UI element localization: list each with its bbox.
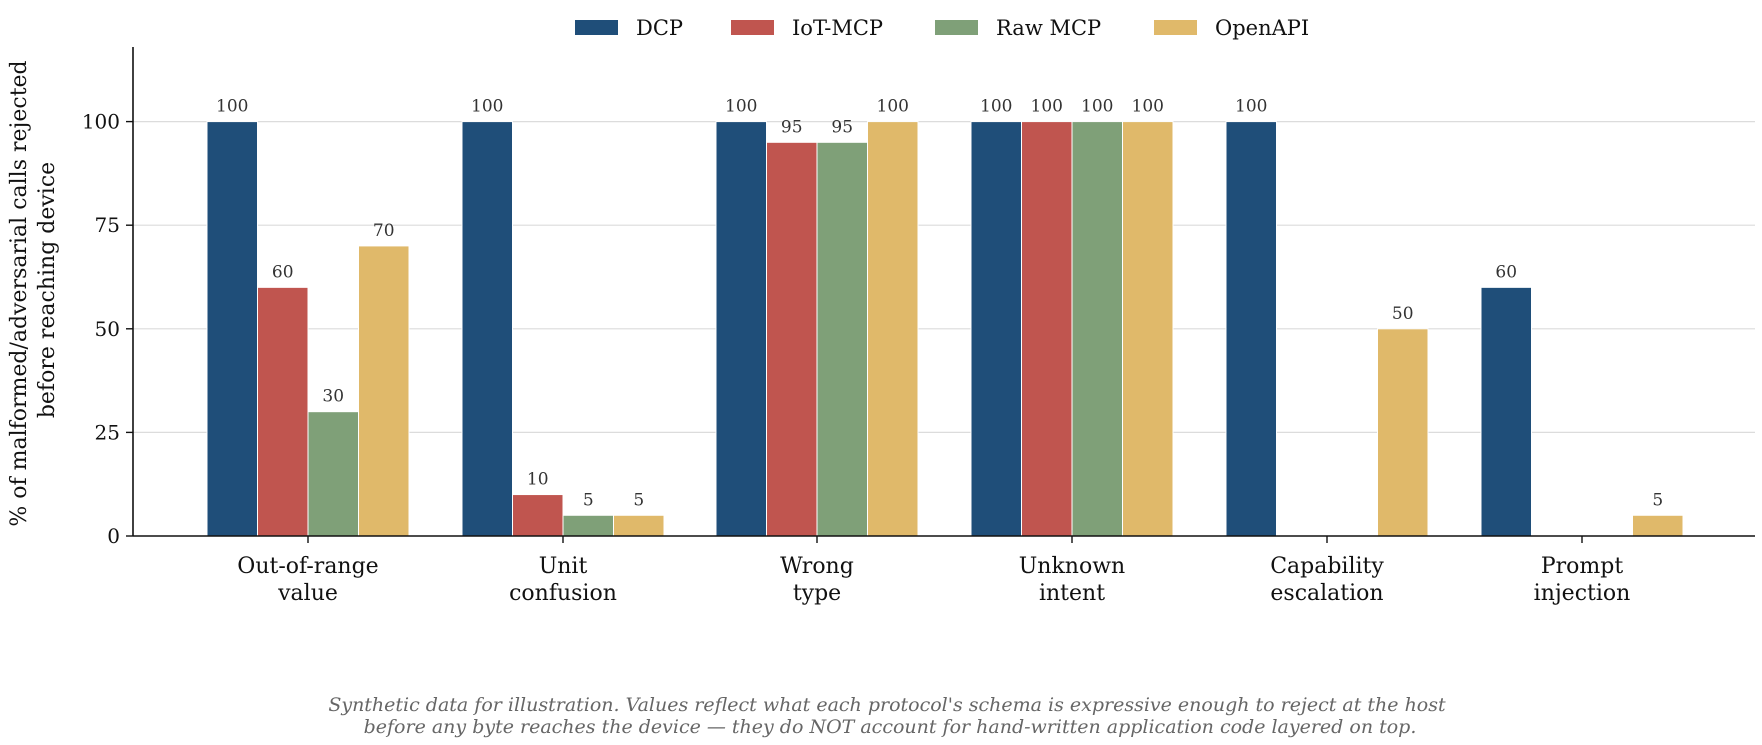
data-label: 100 xyxy=(1031,97,1063,117)
legend-label: DCP xyxy=(636,16,683,40)
footnote: Synthetic data for illustration. Values … xyxy=(328,694,1451,738)
y-ticks: 0 25 50 75 100 xyxy=(82,110,133,548)
data-labels: 100 100 100 100 100 60 60 10 95 100 30 5 95 100 70 5 100… xyxy=(216,97,1663,511)
bar xyxy=(613,514,665,537)
legend-label: OpenAPI xyxy=(1215,16,1309,40)
data-label: 100 xyxy=(1235,97,1267,117)
data-label: 5 xyxy=(1652,490,1663,510)
data-label: 100 xyxy=(216,97,248,117)
data-label: 95 xyxy=(781,117,803,137)
data-label: 30 xyxy=(322,387,344,407)
y-tick-label: 75 xyxy=(95,213,120,237)
data-label: 60 xyxy=(1495,262,1517,282)
axes xyxy=(132,47,1755,537)
bar xyxy=(1480,286,1532,537)
y-tick-label: 0 xyxy=(107,524,120,548)
bar xyxy=(461,121,513,537)
x-tick-label: Unit confusion xyxy=(509,554,617,606)
bar xyxy=(1021,121,1073,537)
bar xyxy=(1122,121,1174,537)
data-label: 50 xyxy=(1392,304,1414,324)
x-tick-label: Unknown intent xyxy=(1019,554,1125,606)
bar xyxy=(358,245,410,537)
legend-item: Raw MCP xyxy=(935,16,1101,40)
data-label: 95 xyxy=(831,117,853,137)
data-label: 100 xyxy=(877,97,909,117)
bar xyxy=(766,141,818,537)
bar xyxy=(257,286,309,537)
y-tick-label: 50 xyxy=(95,317,120,341)
bars xyxy=(206,121,1684,537)
data-label: 100 xyxy=(1081,97,1113,117)
bar xyxy=(1632,514,1684,537)
y-tick-label: 25 xyxy=(95,420,120,444)
legend-swatch xyxy=(731,20,774,35)
data-label: 5 xyxy=(583,490,594,510)
bar xyxy=(1071,121,1123,537)
legend-swatch xyxy=(935,20,978,35)
x-ticks: Out-of-range value Unit confusion Wrong type U… xyxy=(237,536,1630,606)
data-label: 100 xyxy=(725,97,757,117)
legend-label: Raw MCP xyxy=(996,16,1101,40)
legend: DCP IoT-MCP Raw MCP OpenAPI xyxy=(575,16,1309,40)
bar xyxy=(1225,121,1277,537)
y-tick-label: 100 xyxy=(82,110,120,134)
legend-swatch xyxy=(1154,20,1197,35)
x-tick-label: Capability escalation xyxy=(1270,554,1384,606)
bar xyxy=(715,121,767,537)
x-tick-label: Prompt injection xyxy=(1534,554,1631,606)
bar xyxy=(512,494,564,537)
bar xyxy=(816,141,868,537)
data-label: 100 xyxy=(980,97,1012,117)
legend-item: DCP xyxy=(575,16,683,40)
data-label: 60 xyxy=(272,262,294,282)
data-label: 10 xyxy=(527,470,549,490)
data-label: 5 xyxy=(633,490,644,510)
bar xyxy=(970,121,1022,537)
x-tick-label: Wrong type xyxy=(780,554,854,606)
legend-item: OpenAPI xyxy=(1154,16,1309,40)
bar xyxy=(307,411,359,537)
legend-swatch xyxy=(575,20,618,35)
bar xyxy=(867,121,919,537)
data-label: 100 xyxy=(1132,97,1164,117)
legend-item: IoT-MCP xyxy=(731,16,883,40)
x-tick-label: Out-of-range value xyxy=(237,554,378,606)
bar xyxy=(1377,328,1429,537)
bar xyxy=(562,514,614,537)
data-label: 100 xyxy=(471,97,503,117)
bar xyxy=(206,121,258,537)
data-label: 70 xyxy=(373,221,395,241)
legend-label: IoT-MCP xyxy=(792,16,883,40)
y-axis-label: % of malformed/adversarial calls rejecte… xyxy=(7,53,60,526)
